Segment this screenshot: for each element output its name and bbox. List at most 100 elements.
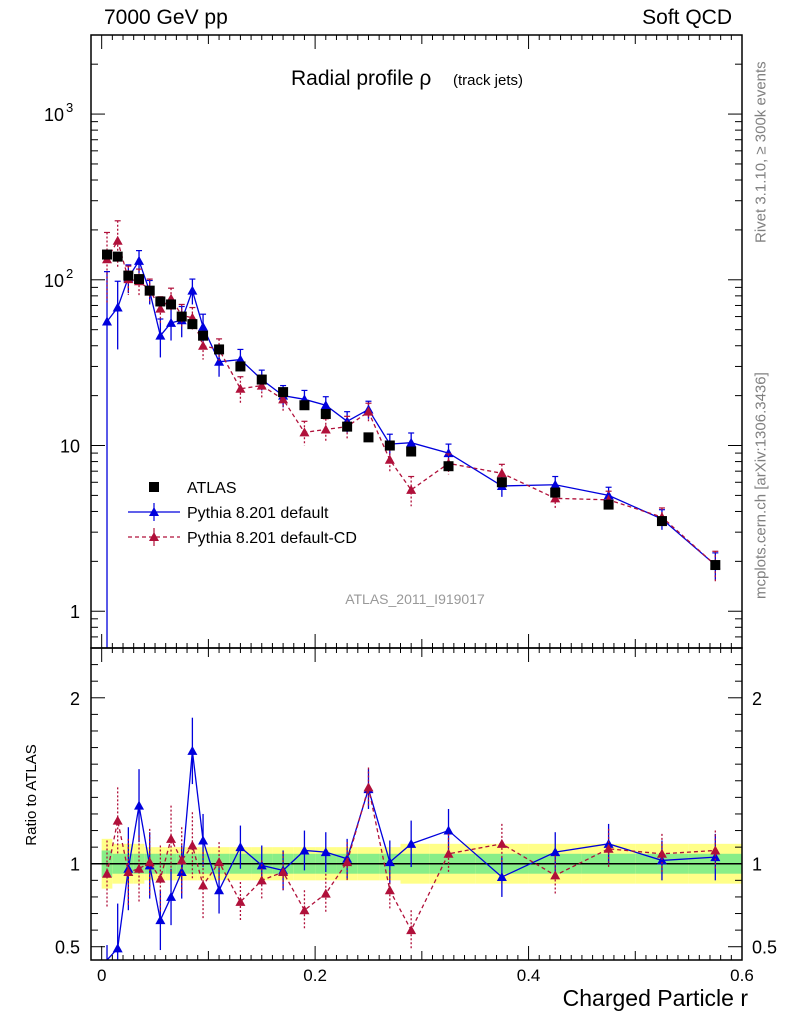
atlas-point (102, 249, 113, 260)
atlas-point (656, 516, 667, 527)
data-point (384, 454, 395, 464)
mcplots-source-label: mcplots.cern.ch [arXiv:1306.3436] (746, 340, 776, 632)
analysis-tag: ATLAS_2011_I919017 (345, 591, 485, 607)
data-point (363, 406, 374, 416)
atlas-point (112, 251, 123, 262)
series-line (106, 259, 716, 566)
atlas-point (278, 387, 289, 398)
data-point (155, 330, 166, 340)
mcplots-source-text: mcplots.cern.ch [arXiv:1306.3436] (752, 372, 770, 600)
ratio-point (299, 905, 310, 915)
ratio-point (144, 857, 155, 867)
legend-label: Pythia 8.201 default (187, 505, 329, 522)
y-tick-label: 1 (70, 602, 80, 622)
legend-label: Pythia 8.201 default-CD (187, 530, 357, 547)
ratio-point (550, 847, 561, 857)
legend-marker (149, 507, 159, 516)
data-point (187, 285, 198, 295)
ratio-y-tick-label: 1 (70, 855, 80, 875)
ratio-point (166, 833, 177, 843)
ratio-point (198, 835, 209, 845)
ratio-point (235, 896, 246, 906)
atlas-point (406, 446, 417, 457)
legend-marker-atlas (149, 482, 159, 492)
rivet-version-text: Rivet 3.1.10, ≥ 300k events (752, 61, 770, 243)
data-point (550, 493, 561, 503)
ratio-point (496, 838, 507, 848)
atlas-point (496, 477, 507, 488)
ratio-point (102, 868, 113, 878)
ratio-point (406, 925, 417, 935)
ratio-point (112, 943, 123, 953)
ratio-y-tick-label-right: 0.5 (752, 938, 777, 958)
x-tick-label: 0.2 (303, 966, 327, 985)
atlas-point (123, 270, 134, 281)
ratio-point (112, 815, 123, 825)
data-point (235, 383, 246, 393)
data-point (134, 255, 145, 265)
atlas-point (550, 487, 561, 498)
ratio-point (134, 863, 145, 873)
ratio-point (320, 888, 331, 898)
ratio-point (214, 885, 225, 895)
atlas-point (144, 285, 155, 296)
ratio-y-tick-label: 0.5 (55, 938, 80, 958)
ratio-frame (90, 647, 743, 961)
atlas-point (299, 400, 310, 411)
x-axis-label: Charged Particle r (562, 985, 748, 1011)
ratio-point (198, 880, 209, 890)
data-point (550, 479, 561, 489)
data-point (256, 380, 267, 390)
data-point (320, 400, 331, 410)
ratio-point (187, 840, 198, 850)
legend: ATLAS Pythia 8.201 default Pythia 8.201 de… (128, 480, 357, 547)
data-point (214, 356, 225, 366)
atlas-point (342, 421, 353, 432)
ratio-point (710, 852, 721, 862)
data-point (155, 303, 166, 313)
ratio-point (550, 870, 561, 880)
ratio-point (176, 855, 187, 865)
ratio-point (384, 857, 395, 867)
atlas-point (176, 311, 187, 322)
data-point (496, 468, 507, 478)
ratio-point (123, 867, 134, 877)
ratio-point (443, 825, 454, 835)
y-tick-label-exponent: 3 (66, 100, 73, 115)
x-tick-label: 0.6 (730, 966, 754, 985)
data-point (235, 354, 246, 364)
header-left: 7000 GeV pp (104, 6, 228, 29)
data-point (278, 394, 289, 404)
atlas-point (134, 274, 145, 285)
ratio-point (155, 915, 166, 925)
atlas-point (603, 499, 614, 510)
x-tick-label: 0 (97, 966, 106, 985)
legend-label: ATLAS (187, 480, 237, 497)
rivet-version-label: Rivet 3.1.10, ≥ 300k events (746, 36, 776, 268)
ratio-point (603, 838, 614, 848)
ratio-point (656, 855, 667, 865)
atlas-point (320, 408, 331, 419)
ratio-point (214, 857, 225, 867)
legend-marker (149, 532, 159, 541)
ratio-point (710, 845, 721, 855)
y-tick-label: 10 (60, 437, 80, 457)
data-point (406, 484, 417, 494)
ratio-point (155, 873, 166, 883)
ratio-point (496, 872, 507, 882)
data-point (198, 340, 209, 350)
ratio-point (235, 842, 246, 852)
data-point (198, 321, 209, 331)
data-point (112, 235, 123, 245)
data-point (166, 317, 177, 327)
data-point (406, 437, 417, 447)
ratio-point (299, 845, 310, 855)
atlas-point (214, 344, 225, 355)
y-tick-label: 10 (44, 271, 64, 291)
y-tick-label-exponent: 2 (66, 266, 73, 281)
atlas-point (187, 319, 198, 330)
ratio-y-tick-label-right: 2 (752, 689, 762, 709)
chart-title: Radial profile ρ (291, 67, 431, 90)
atlas-point (166, 299, 177, 310)
